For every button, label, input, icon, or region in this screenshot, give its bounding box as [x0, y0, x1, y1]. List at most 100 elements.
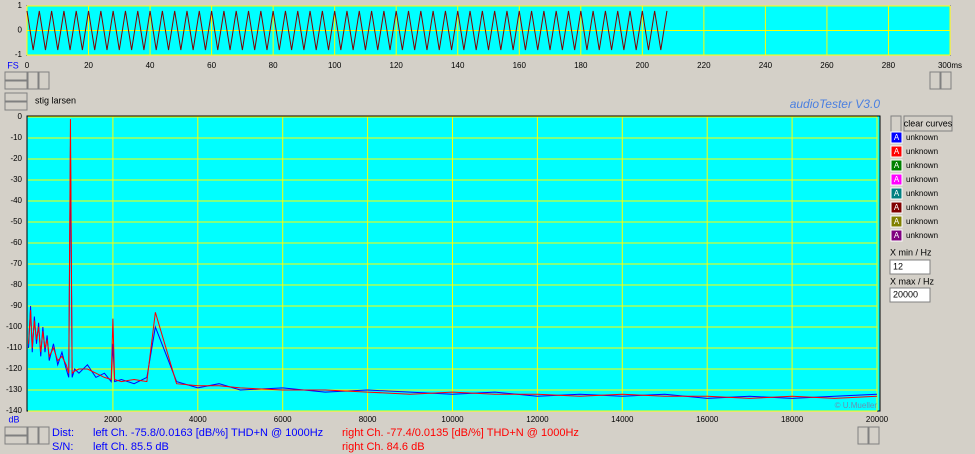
x-tick-label: 100 [328, 61, 342, 70]
curve-icon [890, 187, 903, 200]
y-tick-label: -140 [6, 406, 23, 415]
sn-left: left Ch. 85.5 dB [93, 441, 169, 453]
x-tick-label: 12000 [526, 415, 549, 424]
x-tick-label: 6000 [274, 415, 292, 424]
y-tick-label: 0 [18, 26, 23, 35]
y-tick-label: -130 [6, 385, 23, 394]
x-tick-label: 40 [146, 61, 155, 70]
scroll-right[interactable] [940, 71, 952, 90]
curve-label: unknown [906, 203, 938, 212]
y-tick-label: -40 [10, 196, 22, 205]
spin-down[interactable] [4, 435, 28, 445]
curve-icon [890, 215, 903, 228]
y-tick-label: -60 [10, 238, 22, 247]
x-tick-label: 200 [636, 61, 650, 70]
curve-icon-letter: A [894, 133, 900, 142]
copyright: © U.Mueller [835, 401, 878, 410]
xmin-value[interactable]: 12 [893, 261, 903, 271]
curve-icon-letter: A [894, 203, 900, 212]
x-tick-label: 180 [574, 61, 588, 70]
x-tick-label: 20000 [866, 415, 889, 424]
scroll-right[interactable] [38, 71, 50, 90]
x-tick-label: 160 [513, 61, 527, 70]
spin-up[interactable] [4, 71, 28, 81]
y-tick-label: -50 [10, 217, 22, 226]
x-tick-label: 8000 [359, 415, 377, 424]
curve-icon [890, 229, 903, 242]
curve-icon [890, 201, 903, 214]
curve-icon [890, 173, 903, 186]
y-tick-label: -70 [10, 259, 22, 268]
y-tick-label: -80 [10, 280, 22, 289]
spin-down[interactable] [4, 101, 28, 111]
series-line [26, 10, 668, 51]
scroll-left[interactable] [27, 426, 39, 445]
x-tick-label: 18000 [781, 415, 804, 424]
scroll-controls[interactable] [4, 71, 952, 445]
x-tick-label: 2000 [104, 415, 122, 424]
y-tick-label: -120 [6, 364, 23, 373]
curve-label: unknown [906, 161, 938, 170]
curve-label: unknown [906, 231, 938, 240]
scroll-right[interactable] [868, 426, 880, 445]
x-tick-label: 120 [390, 61, 404, 70]
y-tick-label: -30 [10, 175, 22, 184]
xmin-label: X min / Hz [890, 247, 932, 257]
curve-label: unknown [906, 189, 938, 198]
x-tick-label: 260 [820, 61, 834, 70]
scroll-left[interactable] [929, 71, 941, 90]
curve-label: unknown [906, 147, 938, 156]
x-tick-label: 80 [269, 61, 278, 70]
series-line [28, 146, 878, 399]
curve-label: unknown [906, 133, 938, 142]
x-tick-label: 4000 [189, 415, 207, 424]
spin[interactable] [890, 115, 902, 133]
dist-label: Dist: [52, 427, 74, 439]
x-tick-label: 280 [882, 61, 896, 70]
scroll-left[interactable] [857, 426, 869, 445]
scroll-right[interactable] [38, 426, 50, 445]
spin-up[interactable] [4, 92, 28, 102]
curve-icon-letter: A [894, 189, 900, 198]
y-axis-label: FS [7, 60, 19, 70]
curve-icon-letter: A [894, 231, 900, 240]
xmin-input[interactable] [889, 259, 931, 275]
dist-left: left Ch. -75.8/0.0163 [dB/%] THD+N @ 100… [93, 427, 323, 439]
xmax-input[interactable] [889, 287, 931, 303]
y-tick-label: 0 [18, 112, 23, 121]
y-tick-label: -90 [10, 301, 22, 310]
curve-icon [890, 131, 903, 144]
xmax-label: X max / Hz [890, 276, 935, 286]
user-name: stig larsen [35, 95, 76, 105]
y-tick-label: -20 [10, 154, 22, 163]
x-tick-label: 240 [759, 61, 773, 70]
y-axis-label: dB [8, 414, 19, 424]
curve-icon [890, 159, 903, 172]
scroll-left[interactable] [27, 71, 39, 90]
curve-icon-letter: A [894, 175, 900, 184]
clear-button-label[interactable]: clear curves [904, 118, 953, 128]
spin-down[interactable] [4, 80, 28, 90]
spin-up[interactable] [4, 426, 28, 436]
xmax-value[interactable]: 20000 [893, 289, 918, 299]
x-tick-label: 60 [207, 61, 216, 70]
dist-right: right Ch. -77.4/0.0135 [dB/%] THD+N @ 10… [342, 427, 579, 439]
x-tick-label: 16000 [696, 415, 719, 424]
curve-label: unknown [906, 175, 938, 184]
y-tick-label: -1 [15, 50, 23, 59]
x-tick-label: 220 [697, 61, 711, 70]
series-line [28, 119, 878, 399]
x-tick-label: 0 [25, 61, 30, 70]
app-title: audioTester V3.0 [790, 97, 881, 111]
x-tick-label: 20 [84, 61, 93, 70]
curve-icon-letter: A [894, 161, 900, 170]
x-tick-label: 140 [451, 61, 465, 70]
x-tick-label: 300ms [938, 61, 962, 70]
y-tick-label: -110 [7, 343, 23, 352]
y-tick-label: -10 [10, 133, 22, 142]
x-tick-label: 10000 [441, 415, 464, 424]
sn-label: S/N: [52, 441, 73, 453]
clear-button[interactable] [903, 115, 953, 132]
